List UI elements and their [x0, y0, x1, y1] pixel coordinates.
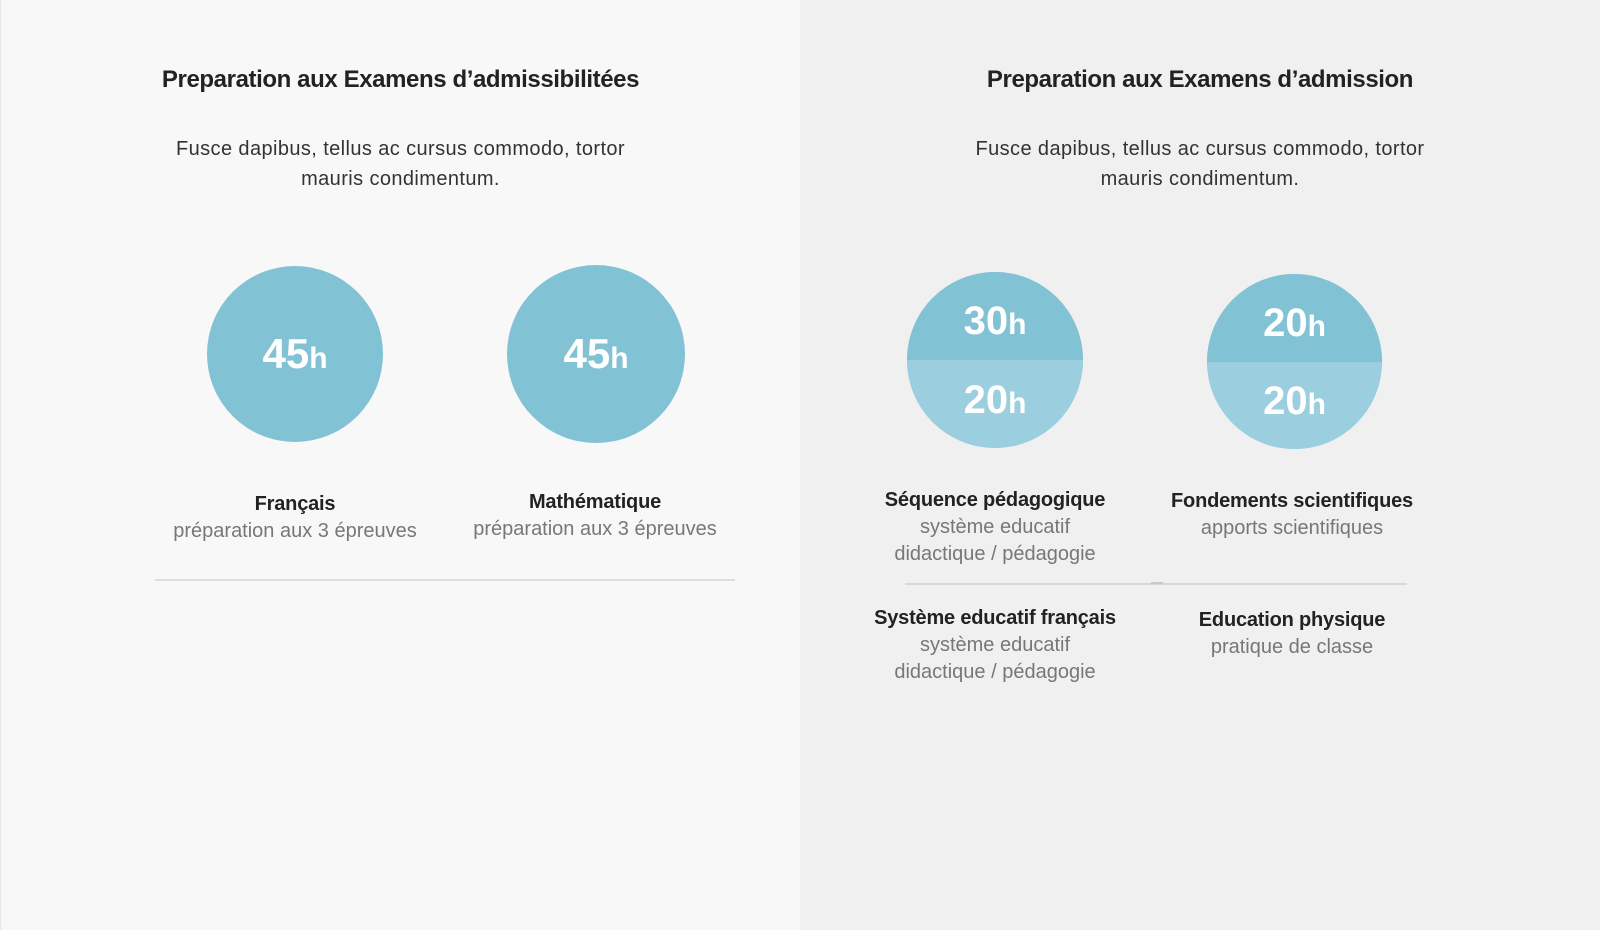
circle-2-top-hours: 20h [1263, 300, 1326, 345]
mathematique-name: Mathématique [528, 491, 662, 513]
education-physique-line1: pratique de classe [1210, 636, 1374, 658]
education-physique-label: Education physique pratique de classe [1142, 606, 1442, 661]
circle-2-bottom-half: 20h [1207, 361, 1382, 449]
mathematique-detail: préparation aux 3 épreuves [473, 518, 717, 540]
circle-1-bottom-hours: 20h [963, 378, 1027, 422]
circle-2-bottom-hours: 20h [1263, 379, 1326, 424]
subjects-divider [905, 583, 1407, 585]
systeme-educatif-line2: didactique / pédagogie [894, 661, 1096, 683]
admissibility-description: Fusce dapibus, tellus ac cursus commodo,… [176, 138, 625, 190]
sequence-pedagogique-name: Séquence pédagogique [884, 489, 1106, 511]
admissibility-title: Preparation aux Examens d’admissibilitée… [161, 66, 640, 93]
francais-hours: 45h [262, 330, 328, 377]
sequence-pedagogique-line1: système educatif [919, 516, 1071, 538]
francais-detail: préparation aux 3 épreuves [173, 520, 417, 542]
divider-tick [1151, 582, 1163, 584]
circle-1-bottom-half: 20h [907, 360, 1083, 448]
francais-hours-circle: 45h [207, 266, 383, 442]
split-hours-circle-1: 30h 20h [907, 272, 1083, 448]
admission-panel: Preparation aux Examens d’admission Fusc… [800, 0, 1600, 930]
systeme-educatif-name: Système educatif français [874, 607, 1116, 629]
admissibility-panel: Preparation aux Examens d’admissibilitée… [0, 0, 735, 930]
circle-1-top-half: 30h [907, 272, 1083, 360]
mathematique-hours: 45h [563, 330, 629, 377]
education-physique-name: Education physique [1198, 609, 1386, 631]
circle-1-top-hours: 30h [963, 299, 1027, 343]
fondements-scientifiques-line1: apports scientifiques [1200, 517, 1384, 539]
francais-name: Français [254, 493, 336, 515]
admission-description: Fusce dapibus, tellus ac cursus commodo,… [975, 138, 1425, 190]
section-divider [155, 579, 735, 581]
mathematique-label: Mathématique préparation aux 3 épreuves [465, 488, 725, 543]
systeme-educatif-line1: système educatif [919, 634, 1071, 656]
admission-title: Preparation aux Examens d’admission [986, 66, 1414, 93]
circle-2-top-half: 20h [1207, 274, 1382, 362]
francais-label: Français préparation aux 3 épreuves [165, 490, 425, 545]
systeme-educatif-label: Système educatif français système educat… [855, 604, 1135, 686]
mathematique-hours-circle: 45h [507, 265, 685, 443]
sequence-pedagogique-line2: didactique / pédagogie [894, 543, 1096, 565]
sequence-pedagogique-label: Séquence pédagogique système educatif di… [855, 486, 1135, 568]
fondements-scientifiques-name: Fondements scientifiques [1171, 490, 1413, 512]
fondements-scientifiques-label: Fondements scientifiques apports scienti… [1142, 487, 1442, 542]
split-hours-circle-2: 20h 20h [1207, 274, 1382, 449]
